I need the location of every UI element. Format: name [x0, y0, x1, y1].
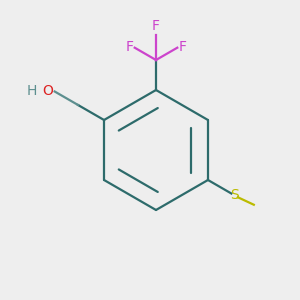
Text: F: F — [125, 40, 133, 54]
Text: H: H — [26, 85, 37, 98]
Text: S: S — [230, 188, 239, 202]
Text: F: F — [152, 19, 160, 33]
Text: O: O — [42, 85, 53, 98]
Text: F: F — [179, 40, 187, 54]
